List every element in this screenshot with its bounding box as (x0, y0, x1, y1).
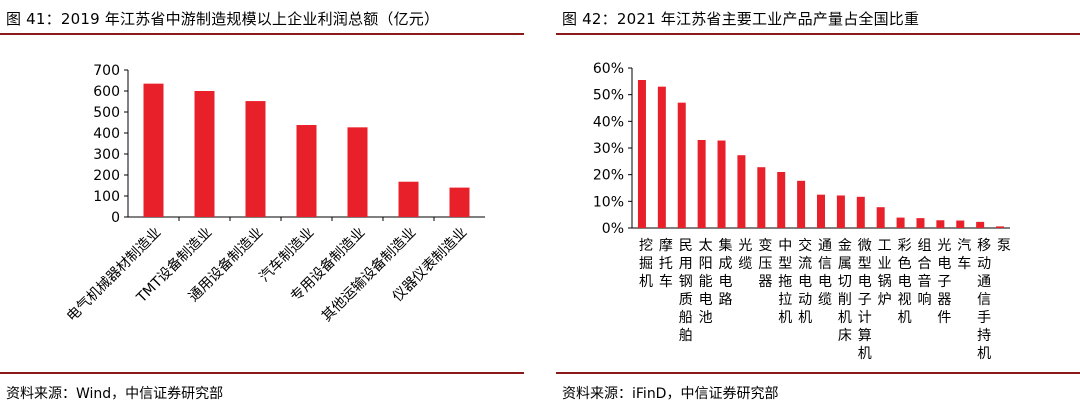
right-bar (677, 102, 686, 228)
right-category-label: 挖掘机 (639, 238, 653, 290)
right-bar (896, 217, 905, 228)
right-bar (697, 140, 706, 228)
right-bar (757, 167, 766, 228)
left-bar (245, 101, 266, 217)
right-y-tick-label: 40% (593, 114, 624, 130)
right-category-label: 金属切削机床 (838, 238, 852, 344)
right-chart-title: 图 42：2021 年江苏省主要工业产品产量占全国比重 (562, 10, 920, 28)
right-bar (936, 220, 945, 228)
right-category-label: 组合音响 (917, 238, 931, 308)
right-category-label: 变压器 (758, 238, 772, 290)
right-y-tick-label: 60% (593, 61, 624, 77)
right-category-label: 汽车 (957, 238, 971, 272)
left-top-rule (0, 33, 524, 35)
right-bar (817, 194, 825, 228)
left-bottom-rule (0, 372, 524, 374)
right-category-label: 集成电路 (719, 237, 733, 308)
left-bar (296, 125, 317, 217)
right-bar (976, 221, 985, 228)
right-bar (956, 220, 965, 228)
right-bar (637, 80, 646, 228)
right-category-label: 移动通信手持机 (977, 238, 991, 362)
right-category-label: 工业锅炉 (878, 238, 892, 308)
right-bar (737, 155, 746, 228)
left-bar (449, 187, 470, 217)
left-source-note: 资料来源：Wind，中信证券研究部 (6, 386, 224, 402)
left-y-tick-label: 700 (93, 63, 120, 79)
right-y-tick-label: 50% (593, 88, 624, 104)
right-category-label: 中型拖拉机 (778, 238, 792, 326)
left-chart-panel: 图 41：2019 年江苏省中游制造规模以上企业利润总额（亿元） 0 100 200… (0, 0, 524, 413)
right-source-note: 资料来源：iFinD，中信证券研究部 (562, 386, 779, 402)
right-category-label: 彩色电视机 (898, 238, 912, 326)
right-bar (876, 207, 885, 228)
right-y-tick-label: 20% (593, 168, 624, 184)
right-bar (657, 86, 666, 228)
left-y-tick-label: 100 (93, 189, 120, 205)
right-bar (836, 195, 845, 228)
left-y-tick-label: 300 (93, 147, 120, 163)
right-category-label: 光缆 (738, 238, 752, 272)
right-bar (717, 140, 726, 228)
right-category-label: 通信电缆 (818, 238, 832, 308)
left-y-tick-label: 400 (93, 126, 120, 142)
right-y-tick-label: 0% (602, 221, 624, 237)
right-category-label: 泵 (997, 238, 1011, 254)
right-bar (916, 218, 925, 228)
left-y-tick-label: 0 (111, 210, 120, 226)
right-category-label: 光电子器件 (937, 238, 951, 326)
right-bar (797, 180, 806, 228)
right-bar (856, 196, 865, 228)
right-y-tick-label: 10% (593, 194, 624, 210)
right-bar (996, 226, 1005, 228)
left-bar (143, 83, 164, 218)
right-category-label: 摩托车 (659, 237, 673, 290)
right-category-label: 民用钢质船舶 (679, 238, 693, 344)
left-category-label: 电气机械器材制造业 (64, 225, 164, 325)
right-bar-chart: 0% 10% 20% 30% 40% 50% 60% 挖掘机摩托车民用钢质船舶太阳能电池集成电… (593, 61, 1011, 362)
left-y-tick-label: 600 (93, 84, 120, 100)
right-top-rule (556, 33, 1080, 35)
right-category-label: 微型电子计算机 (858, 238, 872, 362)
left-category-label: 其他运输设备制造业 (318, 224, 419, 325)
left-bar (347, 127, 368, 217)
right-bottom-rule (556, 372, 1080, 374)
left-bar (194, 91, 215, 217)
right-bar (777, 172, 786, 228)
left-bar-chart: 0100200300400500600700电气机械器材制造业TMT设备制造业通… (64, 63, 485, 325)
left-bar (398, 181, 419, 217)
left-y-tick-label: 200 (93, 168, 120, 184)
right-category-label: 交流电动机 (798, 237, 812, 326)
left-chart-title: 图 41：2019 年江苏省中游制造规模以上企业利润总额（亿元） (6, 10, 440, 28)
right-chart-panel: 图 42：2021 年江苏省主要工业产品产量占全国比重 0% 10% 20% 30% 4… (556, 0, 1080, 413)
left-y-tick-label: 500 (93, 105, 120, 121)
right-category-label: 太阳能电池 (699, 238, 713, 326)
right-y-tick-label: 30% (593, 141, 624, 157)
